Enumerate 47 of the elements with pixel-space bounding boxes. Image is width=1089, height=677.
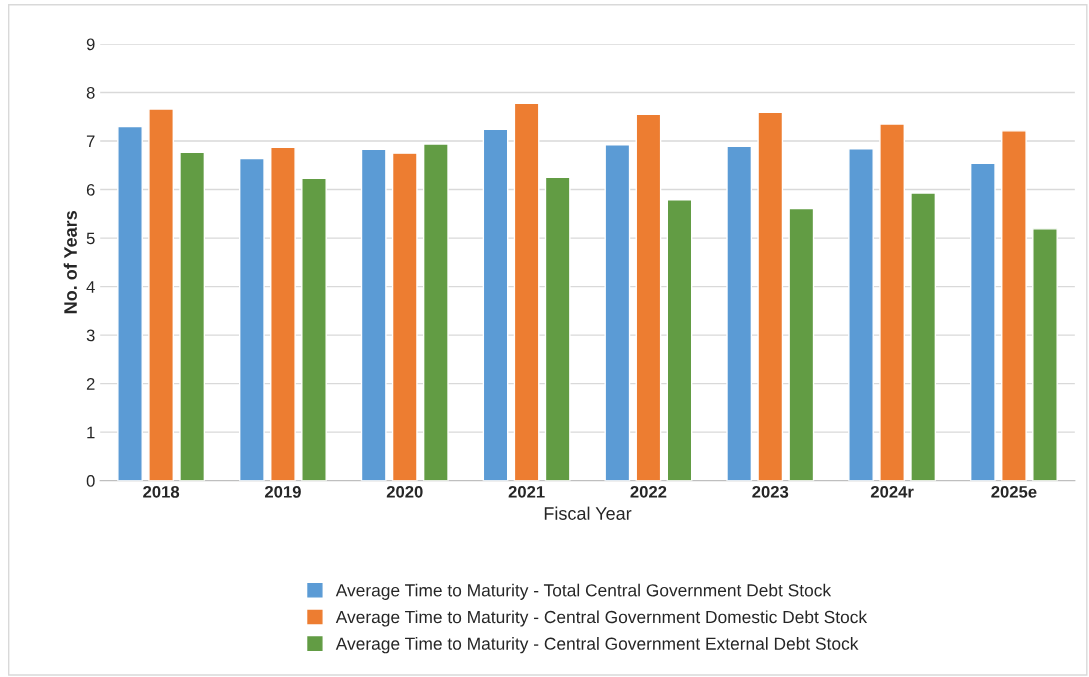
y-tick-label: 8 (86, 86, 95, 99)
y-tick-label: 6 (86, 183, 95, 196)
y-tick-label: 7 (86, 135, 95, 148)
y-tick-label: 9 (86, 38, 95, 51)
y-tick-label: 4 (86, 281, 95, 293)
bar (117, 125, 143, 481)
bar (726, 145, 753, 481)
y-axis-title: No. of Years (63, 211, 77, 314)
bar (270, 146, 296, 481)
bar (238, 157, 265, 481)
y-tick-label: 2 (86, 378, 95, 390)
bar (604, 144, 631, 481)
x-tick-label: 2022 (630, 485, 667, 498)
y-tick-label: 5 (86, 232, 95, 245)
y-tick-label: 0 (86, 475, 95, 487)
bar (148, 108, 174, 481)
x-tick-label: 2019 (264, 485, 301, 498)
bar (482, 128, 509, 481)
bar (391, 152, 418, 481)
y-tick-label: 3 (86, 329, 95, 342)
legend-label: Average Time to Maturity - Total Central Government Debt Stock (335, 583, 832, 600)
y-tick-label: 1 (87, 426, 95, 439)
legend-label: Average Time to Maturity - Central Government Domestic Debt Stock (335, 610, 868, 627)
bar (635, 113, 662, 481)
bar (544, 176, 571, 481)
bar (422, 143, 449, 481)
x-tick-label: 2023 (752, 485, 789, 498)
x-tick-label: 2025e (991, 485, 1037, 498)
bar (301, 177, 327, 481)
bar (788, 207, 815, 481)
bar (1032, 228, 1058, 481)
bar (757, 111, 784, 481)
x-axis-title: Fiscal Year (544, 506, 632, 520)
x-tick-label: 2020 (386, 485, 423, 498)
bar (848, 148, 874, 481)
x-tick-label: 2018 (143, 485, 180, 498)
bar (1001, 130, 1027, 481)
bar (513, 102, 540, 481)
x-tick-label: 2024r (870, 485, 914, 498)
x-tick-label: 2021 (508, 485, 545, 498)
bar (910, 192, 937, 481)
legend-label: Average Time to Maturity - Central Government External Debt Stock (335, 637, 859, 654)
bar (666, 199, 693, 481)
bar (969, 162, 996, 481)
bar (879, 123, 905, 481)
bar (179, 151, 206, 481)
bar (360, 148, 387, 481)
